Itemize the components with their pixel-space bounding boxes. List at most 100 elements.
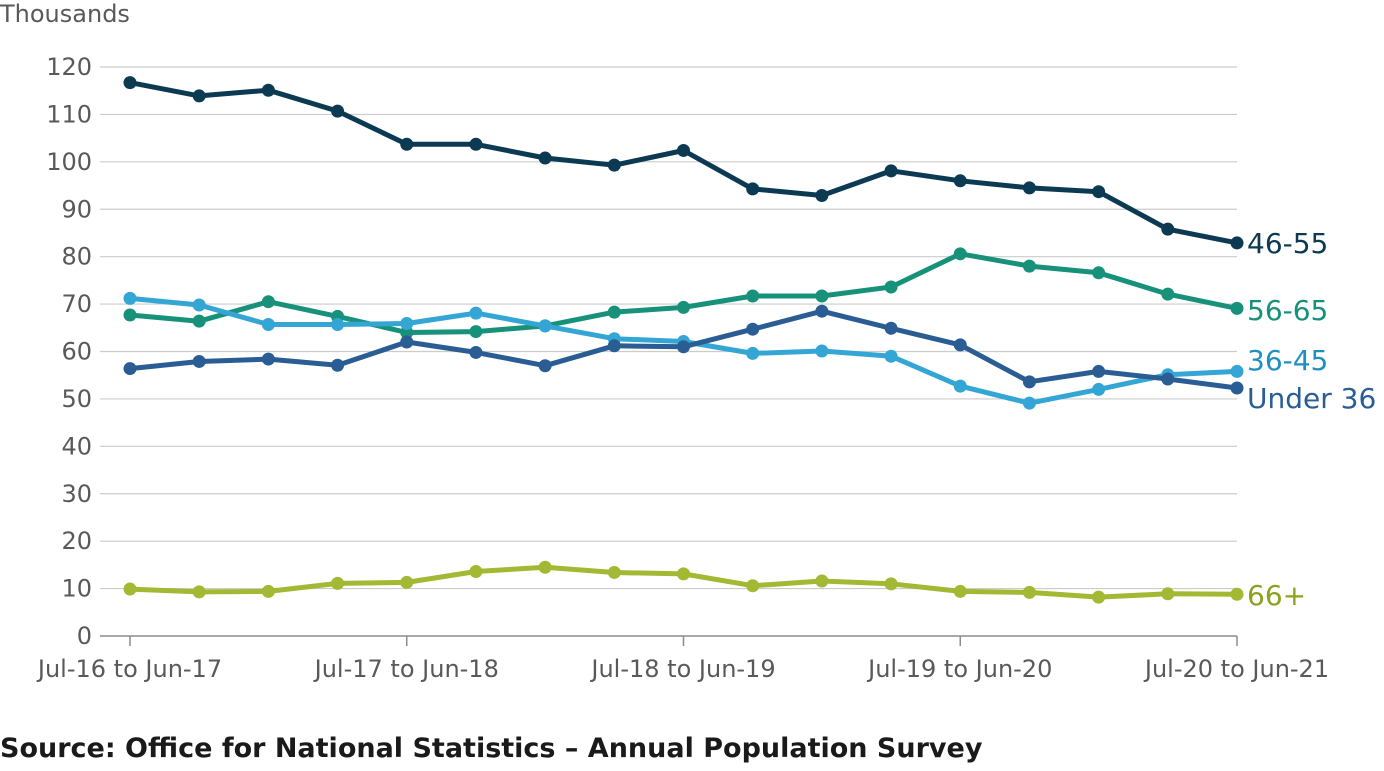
data-point (1230, 364, 1244, 378)
y-tick-label: 80 (61, 243, 92, 271)
series-label: 46-55 (1247, 227, 1328, 260)
data-point (1022, 181, 1036, 195)
data-point (1022, 259, 1036, 273)
series-lines (123, 76, 1244, 604)
data-point (1161, 372, 1175, 386)
data-point (815, 188, 829, 202)
data-point (815, 304, 829, 318)
y-tick-label: 40 (61, 432, 92, 460)
series-46-55 (123, 76, 1244, 250)
data-point (123, 582, 137, 596)
data-point (1092, 382, 1106, 396)
data-point (884, 321, 898, 335)
data-point (538, 151, 552, 165)
data-point (1022, 396, 1036, 410)
series-label: 56-65 (1247, 294, 1328, 327)
data-point (400, 326, 414, 340)
y-tick-label: 20 (61, 527, 92, 555)
y-tick-label: 110 (46, 100, 92, 128)
data-point (1022, 375, 1036, 389)
data-point (331, 576, 345, 590)
y-tick-label: 100 (46, 148, 92, 176)
data-point (1092, 266, 1106, 280)
data-point (1022, 585, 1036, 599)
data-point (469, 137, 483, 151)
series-line (127, 80, 1240, 246)
data-point (123, 308, 137, 322)
y-tick-label: 120 (46, 53, 92, 81)
data-point (192, 298, 206, 312)
data-point (746, 289, 760, 303)
data-point (884, 164, 898, 178)
data-point (746, 322, 760, 336)
data-point (1230, 301, 1244, 315)
data-point (1092, 364, 1106, 378)
data-point (884, 280, 898, 294)
data-point (1092, 590, 1106, 604)
data-point (1161, 222, 1175, 236)
data-point (192, 314, 206, 328)
data-point (953, 379, 967, 393)
y-tick-label: 90 (61, 195, 92, 223)
y-tick-label: 10 (61, 575, 92, 603)
series-label: Under 36 (1247, 382, 1376, 415)
data-point (261, 352, 275, 366)
data-point (400, 137, 414, 151)
data-point (400, 317, 414, 331)
data-point (469, 345, 483, 359)
data-point (469, 306, 483, 320)
data-point (331, 104, 345, 118)
x-tick-label: Jul-16 to Jun-17 (36, 655, 222, 683)
data-point (538, 560, 552, 574)
data-point (607, 565, 621, 579)
x-tick-label: Jul-18 to Jun-19 (589, 655, 775, 683)
x-tick-label: Jul-19 to Jun-20 (866, 655, 1052, 683)
data-point (469, 565, 483, 579)
x-tick-label: Jul-17 to Jun-18 (313, 655, 499, 683)
data-point (677, 340, 690, 354)
series-labels: 46-55 56-65 36-45 Under 36 66+ (1247, 227, 1376, 612)
data-point (1230, 381, 1244, 395)
y-tick-label: 0 (77, 622, 92, 650)
data-point (607, 158, 621, 172)
data-point (1161, 287, 1175, 301)
data-point (192, 585, 206, 599)
data-point (607, 339, 621, 353)
series-label: 36-45 (1247, 344, 1328, 377)
line-chart: Thousands 0 10 20 30 40 50 60 70 80 90 100 110 120 J… (0, 0, 1376, 683)
data-point (953, 584, 967, 598)
data-point (400, 575, 414, 589)
x-axis: Jul-16 to Jun-17 Jul-17 to Jun-18 Jul-18 t… (36, 636, 1329, 683)
data-point (400, 335, 414, 349)
data-point (953, 174, 967, 188)
data-point (746, 182, 760, 196)
data-point (884, 349, 898, 363)
series-66- (123, 560, 1244, 604)
data-point (261, 295, 275, 309)
data-point (1230, 236, 1244, 250)
series-56-65 (123, 247, 1244, 340)
y-axis-label: Thousands (0, 0, 130, 28)
data-point (746, 579, 760, 593)
data-point (677, 567, 690, 581)
series-line (127, 251, 1240, 335)
data-point (123, 362, 137, 376)
data-point (815, 344, 829, 358)
data-point (815, 289, 829, 303)
data-point (123, 76, 137, 90)
data-point (953, 247, 967, 261)
y-axis-ticks: 0 10 20 30 40 50 60 70 80 90 100 110 120 (46, 53, 92, 650)
data-point (261, 83, 275, 97)
data-point (815, 574, 829, 588)
data-point (677, 300, 690, 314)
series-under-36 (123, 304, 1244, 395)
y-tick-label: 50 (61, 385, 92, 413)
gridlines (100, 66, 1237, 637)
data-point (884, 577, 898, 591)
data-point (192, 89, 206, 103)
data-point (677, 143, 690, 157)
x-tick-label: Jul-20 to Jun-21 (1143, 655, 1329, 683)
data-point (607, 305, 621, 319)
data-point (261, 317, 275, 331)
data-point (953, 338, 967, 352)
